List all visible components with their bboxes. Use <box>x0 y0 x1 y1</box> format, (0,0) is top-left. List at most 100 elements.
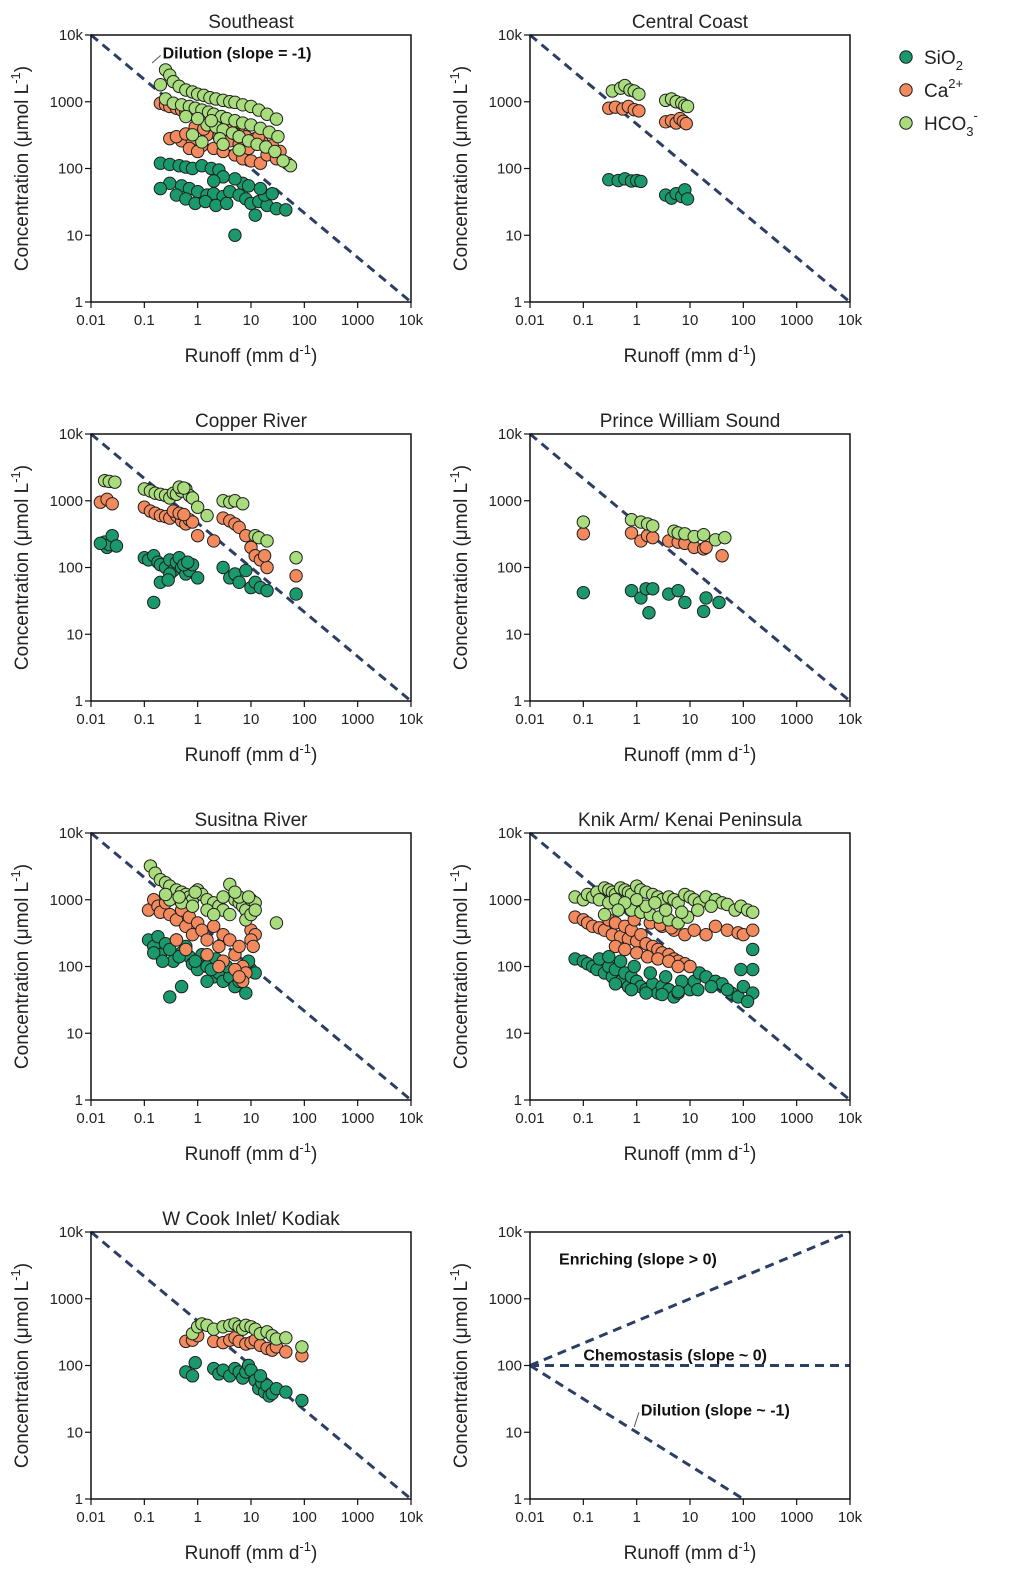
legend-label: HCO3- <box>924 108 978 139</box>
data-point <box>691 903 705 917</box>
x-tick-label: 0.1 <box>134 312 155 329</box>
x-axis-label-sup: -1 <box>299 342 311 357</box>
data-point <box>93 536 108 551</box>
y-axis-label: Concentration (μmol L-1) <box>8 1263 33 1468</box>
data-point <box>232 970 246 984</box>
x-tick-label: 100 <box>731 1110 756 1127</box>
data-point <box>696 528 711 542</box>
y-tick-label: 10 <box>505 227 522 244</box>
y-axis-label-end: ) <box>451 864 472 870</box>
data-point <box>646 519 660 533</box>
x-axis-label-end: ) <box>750 1144 756 1165</box>
data-point <box>704 979 718 994</box>
x-axis-label-main: Runoff (mm d <box>624 745 739 766</box>
x-axis-label-end: ) <box>311 1144 317 1165</box>
data-point <box>269 916 284 930</box>
data-point <box>207 907 221 922</box>
y-axis-label-main: Concentration (μmol L <box>451 882 472 1069</box>
x-tick-label: 1 <box>193 1509 201 1526</box>
legend-label-base: HCO <box>924 114 966 135</box>
data-point <box>746 942 760 957</box>
series-Ca <box>602 99 693 131</box>
data-point <box>720 923 734 937</box>
y-axis-label-end: ) <box>12 1263 33 1269</box>
data-point <box>109 539 124 553</box>
y-axis-label-end: ) <box>451 66 472 72</box>
legend-marker <box>899 83 913 97</box>
data-point <box>671 984 685 999</box>
data-point <box>671 583 685 598</box>
data-point <box>632 104 646 118</box>
data-point <box>618 942 632 957</box>
x-tick-label: 100 <box>731 711 756 728</box>
data-point <box>185 515 200 529</box>
y-tick-label: 10k <box>59 825 84 842</box>
x-axis-label-main: Runoff (mm d <box>185 745 300 766</box>
data-point <box>708 919 723 934</box>
x-axis-label: Runoff (mm d-1) <box>624 342 757 367</box>
y-tick-label: 1000 <box>50 1291 83 1308</box>
data-point <box>746 923 760 937</box>
data-point <box>253 181 268 196</box>
y-tick-label: 1000 <box>489 1291 522 1308</box>
data-point <box>207 534 221 548</box>
x-axis-label-main: Runoff (mm d <box>185 1144 300 1165</box>
data-point <box>715 549 729 563</box>
data-point <box>648 896 662 910</box>
y-axis-label-end: ) <box>12 864 33 870</box>
data-point <box>718 530 732 545</box>
y-axis-label-sup: -1 <box>447 72 462 84</box>
data-point <box>699 591 713 605</box>
y-tick-label: 10 <box>66 227 83 244</box>
chart-panel-1: Southeast 0.01 0.1 1 10 100 1000 10k 1 10 100 1000 1… <box>8 12 424 367</box>
data-point <box>576 585 591 600</box>
chart-panel-2: Central Coast 0.01 0.1 1 10 100 1000 10k 1 10 100 1… <box>447 12 863 367</box>
x-axis-label: Runoff (mm d-1) <box>624 1140 757 1165</box>
data-point <box>265 186 279 201</box>
y-tick-label: 100 <box>58 959 83 976</box>
chart-title: Central Coast <box>632 12 749 33</box>
x-axis-label-main: Runoff (mm d <box>624 1543 739 1564</box>
x-tick-label: 10 <box>682 711 699 728</box>
data-point <box>671 959 685 974</box>
data-point <box>216 560 230 575</box>
x-tick-label: 0.01 <box>76 1110 105 1127</box>
y-tick-label: 10k <box>498 27 523 44</box>
data-point <box>260 583 274 598</box>
data-point <box>675 905 689 919</box>
y-tick-label: 100 <box>497 161 522 178</box>
series-Ca <box>179 1328 309 1363</box>
x-tick-label: 0.01 <box>76 312 105 329</box>
data-point <box>257 549 272 563</box>
chart-title: Prince William Sound <box>600 411 781 432</box>
x-axis-label-end: ) <box>311 1543 317 1564</box>
data-point <box>632 87 646 101</box>
x-axis-label: Runoff (mm d-1) <box>624 741 757 766</box>
data-point <box>643 966 657 980</box>
data-point <box>720 982 734 997</box>
y-axis-label: Concentration (μmol L-1) <box>447 864 472 1069</box>
data-point <box>246 939 260 954</box>
data-point <box>223 907 237 922</box>
data-point <box>212 959 226 974</box>
chart-panel-5: Susitna River 0.01 0.1 1 10 100 1000 10k 1 10 100 1… <box>8 810 424 1165</box>
x-tick-label: 1 <box>632 312 640 329</box>
chart-panels: Southeast 0.01 0.1 1 10 100 1000 10k 1 10 100 1000 1… <box>8 12 863 1564</box>
data-point <box>608 977 623 991</box>
y-tick-label: 1 <box>75 693 83 710</box>
data-point <box>190 528 205 543</box>
x-tick-label: 10 <box>243 1110 260 1127</box>
y-axis-label-end: ) <box>451 465 472 471</box>
data-point <box>155 954 170 968</box>
data-point <box>597 907 612 922</box>
data-point <box>200 508 214 523</box>
data-point <box>279 1331 293 1345</box>
x-tick-label: 10k <box>399 1509 424 1526</box>
x-tick-label: 10 <box>243 711 260 728</box>
x-axis-label: Runoff (mm d-1) <box>185 342 318 367</box>
chart-title: W Cook Inlet/ Kodiak <box>162 1209 340 1230</box>
x-tick-label: 0.1 <box>573 1509 594 1526</box>
reference-line <box>529 33 851 304</box>
data-point <box>253 1369 268 1383</box>
y-tick-label: 10 <box>505 626 522 643</box>
